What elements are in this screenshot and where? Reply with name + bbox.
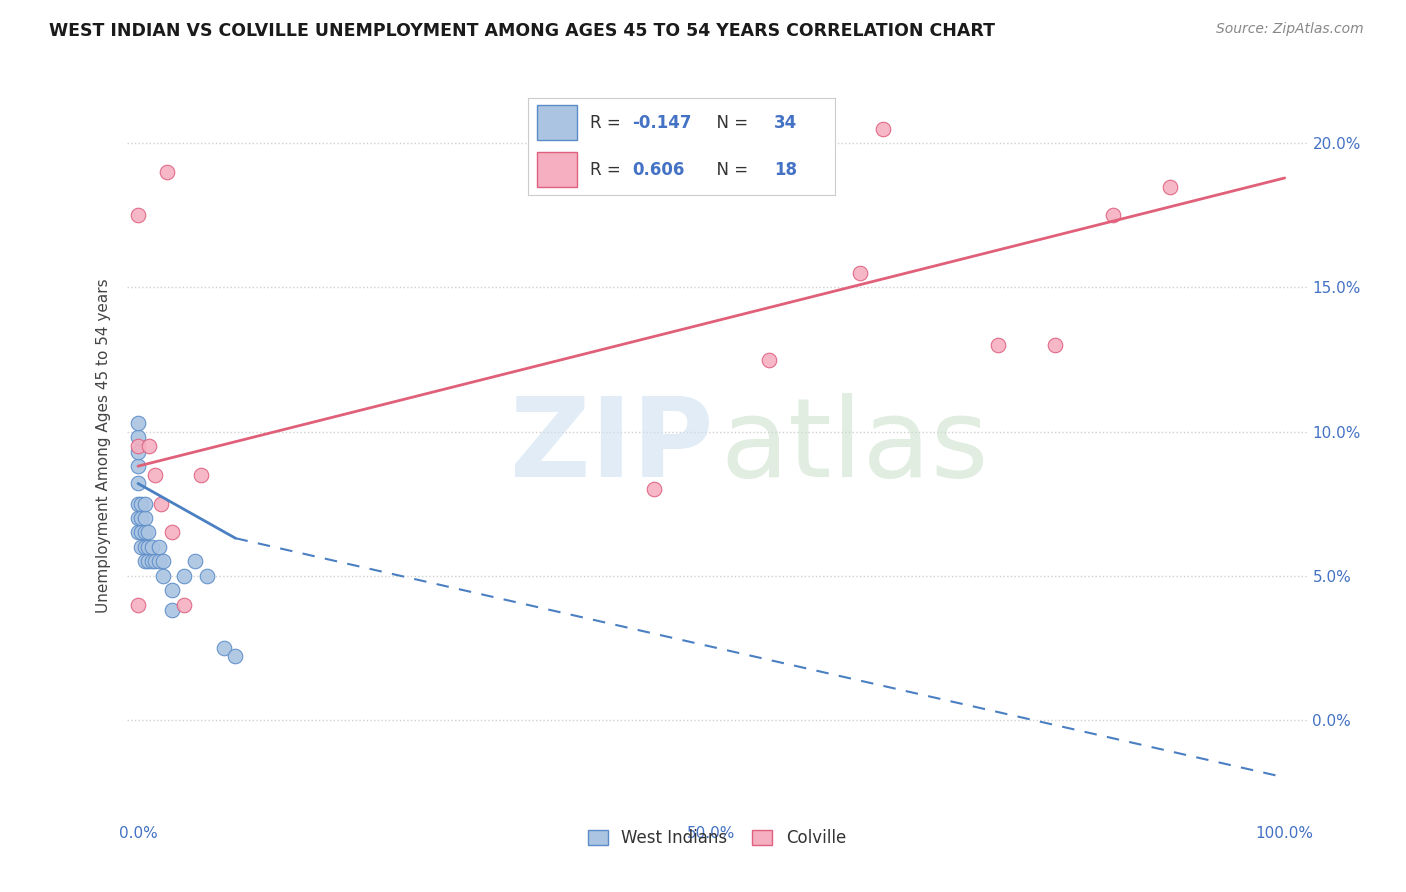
Point xyxy=(134,554,156,568)
Point xyxy=(131,525,153,540)
Point xyxy=(127,476,149,491)
Point xyxy=(127,209,149,223)
Point xyxy=(131,540,153,554)
Point xyxy=(173,568,195,582)
Text: atlas: atlas xyxy=(721,392,988,500)
Point xyxy=(138,439,160,453)
Point xyxy=(162,525,184,540)
Point xyxy=(162,603,184,617)
Point xyxy=(1101,209,1123,223)
Point xyxy=(224,649,246,664)
Point xyxy=(195,568,218,582)
Point xyxy=(134,540,156,554)
Point xyxy=(148,540,170,554)
Point xyxy=(1045,338,1067,352)
Text: WEST INDIAN VS COLVILLE UNEMPLOYMENT AMONG AGES 45 TO 54 YEARS CORRELATION CHART: WEST INDIAN VS COLVILLE UNEMPLOYMENT AMO… xyxy=(49,22,995,40)
Point xyxy=(127,416,149,430)
Point xyxy=(143,554,166,568)
Point xyxy=(131,497,153,511)
Point xyxy=(136,525,159,540)
Point xyxy=(141,554,163,568)
Point xyxy=(127,439,149,453)
Point xyxy=(127,525,149,540)
Point xyxy=(152,568,174,582)
Text: Source: ZipAtlas.com: Source: ZipAtlas.com xyxy=(1216,22,1364,37)
Point xyxy=(1159,179,1181,194)
Point xyxy=(127,430,149,444)
Point xyxy=(872,122,894,136)
Point xyxy=(156,165,179,179)
Point xyxy=(143,467,166,482)
Point xyxy=(134,525,156,540)
Point xyxy=(849,266,872,280)
Point xyxy=(127,511,149,525)
Point xyxy=(148,554,170,568)
Point xyxy=(136,554,159,568)
Point xyxy=(131,511,153,525)
Point xyxy=(127,497,149,511)
Point xyxy=(149,497,172,511)
Text: ZIP: ZIP xyxy=(510,392,713,500)
Point xyxy=(190,467,212,482)
Point xyxy=(127,598,149,612)
Point xyxy=(758,352,780,367)
Point xyxy=(184,554,207,568)
Legend: West Indians, Colville: West Indians, Colville xyxy=(581,822,853,854)
Point xyxy=(127,459,149,474)
Point xyxy=(987,338,1010,352)
Point xyxy=(134,511,156,525)
Point xyxy=(162,583,184,598)
Point xyxy=(643,482,665,496)
Point xyxy=(212,640,235,655)
Y-axis label: Unemployment Among Ages 45 to 54 years: Unemployment Among Ages 45 to 54 years xyxy=(96,278,111,614)
Point xyxy=(136,540,159,554)
Point xyxy=(127,444,149,458)
Point xyxy=(152,554,174,568)
Point xyxy=(173,598,195,612)
Point xyxy=(141,540,163,554)
Point xyxy=(134,497,156,511)
